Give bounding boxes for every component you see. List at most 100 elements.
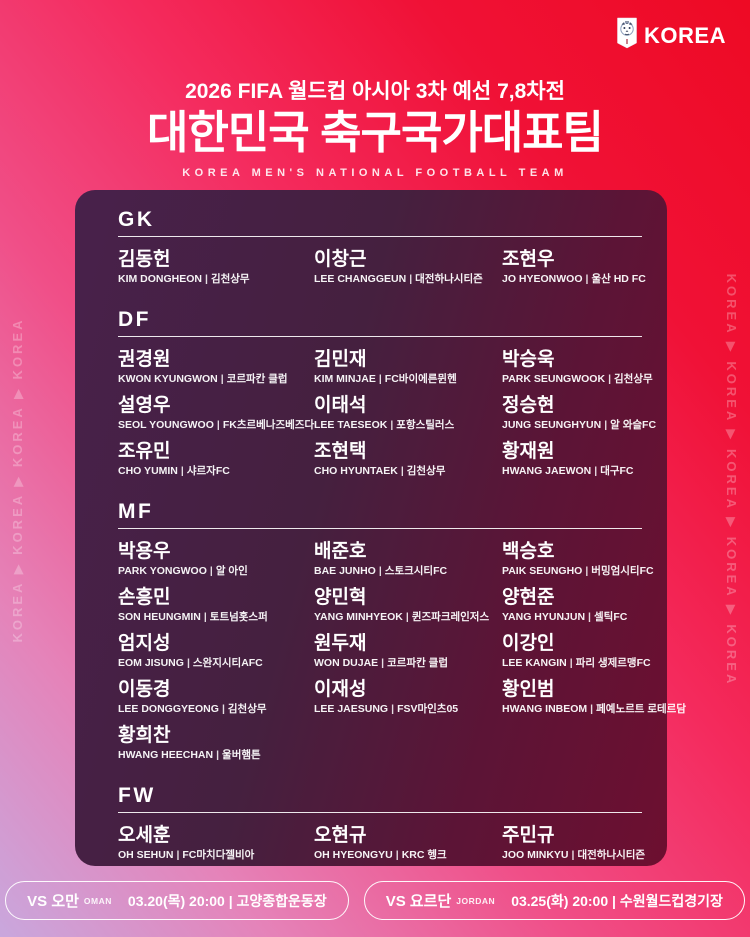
player-cell: 이강인 LEE KANGIN | 파리 생제르맹FC xyxy=(502,632,686,670)
player-name-en: YANG HYUNJUN xyxy=(502,611,586,623)
player-name-kr: 조현우 xyxy=(502,249,555,270)
player-club: 김천상무 xyxy=(614,373,653,385)
player-meta: HWANG INBEOM | 페예노르트 로테르담 xyxy=(502,702,686,716)
player-name-en: LEE KANGIN xyxy=(502,657,567,669)
player-club: 대전하나시티즌 xyxy=(415,273,483,285)
separator: | xyxy=(391,703,395,715)
player-name-en: LEE CHANGGEUN xyxy=(314,273,407,285)
match-opponent: VS 오만 xyxy=(27,893,79,910)
separator: | xyxy=(186,657,190,669)
player-club: FC마치다젤비아 xyxy=(182,849,255,861)
player-name-en: KIM MINJAE xyxy=(314,373,376,385)
player-cell: 조현택 CHO HYUNTAEK | 김천상무 xyxy=(314,440,502,478)
player-name-kr: 엄지성 xyxy=(118,633,171,654)
player-cell: 원두재 WON DUJAE | 코르파칸 클럽 xyxy=(314,632,502,670)
player-cell: 이창근 LEE CHANGGEUN | 대전하나시티즌 xyxy=(314,248,502,286)
separator: | xyxy=(390,419,394,431)
player-name-kr: 이동경 xyxy=(118,679,171,700)
player-name-kr: 권경원 xyxy=(118,349,171,370)
match-opponent-en: OMAN xyxy=(83,895,112,906)
player-name-kr: 설영우 xyxy=(118,395,171,416)
roster-card: GK 김동헌 KIM DONGHEON | 김천상무 이창근 LEE CHANGGEUN | 대… xyxy=(75,190,686,866)
player-name-kr: 김동헌 xyxy=(118,249,171,270)
player-meta: PARK SEUNGWOOK | 김천상무 xyxy=(502,372,656,386)
player-meta: CHO YUMIN | 샤르자FC xyxy=(118,464,314,478)
separator: | xyxy=(180,465,184,477)
player-meta: CHO HYUNTAEK | 김천상무 xyxy=(314,464,502,478)
player-name-en: YANG MINHYEOK xyxy=(314,611,403,623)
player-club: 파리 생제르맹FC xyxy=(575,657,651,669)
player-cell: 오현규 OH HYEONGYU | KRC 헹크 xyxy=(314,824,502,862)
player-club: 토트넘홋스퍼 xyxy=(209,611,268,623)
player-cell: 양현준 YANG HYUNJUN | 셀틱FC xyxy=(502,586,686,624)
player-cell: 배준호 BAE JUNHO | 스토크시티FC xyxy=(314,540,502,578)
match-opponent: VS 요르단 xyxy=(385,893,452,910)
player-name-en: JO HYEONWOO xyxy=(502,273,583,285)
player-cell: 황희찬 HWANG HEECHAN | 울버햄튼 xyxy=(118,724,314,762)
player-name-en: JUNG SEUNGHYUN xyxy=(502,419,602,431)
player-cell: 박승욱 PARK SEUNGWOOK | 김천상무 xyxy=(502,348,656,386)
player-meta: JUNG SEUNGHYUN | 알 와슬FC xyxy=(502,418,656,432)
separator: | xyxy=(378,565,382,577)
separator: | xyxy=(585,565,589,577)
player-name-en: LEE JAESUNG xyxy=(314,703,389,715)
player-club: 코르파칸 클럽 xyxy=(226,373,288,385)
player-name-kr: 배준호 xyxy=(314,541,367,562)
player-club: KRC 헹크 xyxy=(401,849,447,861)
player-grid: 권경원 KWON KYUNGWON | 코르파칸 클럽 김민재 KIM MINJAE | FC… xyxy=(118,348,656,478)
player-name-kr: 정승현 xyxy=(502,395,555,416)
player-club: 스완지시티AFC xyxy=(192,657,263,669)
player-meta: HWANG JAEWON | 대구FC xyxy=(502,464,656,478)
player-cell: 정승현 JUNG SEUNGHYUN | 알 와슬FC xyxy=(502,394,656,432)
page-title: 대한민국 축구국가대표팀 xyxy=(147,107,604,158)
player-name-en: CHO HYUNTAEK xyxy=(314,465,398,477)
poster-header: 2026 FIFA 월드컵 아시아 3차 예선 7,8차전 대한민국 축구국가대… xyxy=(0,78,750,179)
separator: | xyxy=(405,611,409,623)
player-cell: 조현우 JO HYEONWOO | 울산 HD FC xyxy=(502,248,646,286)
player-name-en: SON HEUNGMIN xyxy=(118,611,201,623)
player-name-en: HWANG INBEOM xyxy=(502,703,588,715)
player-name-kr: 이창근 xyxy=(314,249,367,270)
player-name-kr: 이재성 xyxy=(314,679,367,700)
player-cell: 손흥민 SON HEUNGMIN | 토트넘홋스퍼 xyxy=(118,586,314,624)
separator: | xyxy=(205,273,208,285)
player-cell: 이재성 LEE JAESUNG | FSV마인츠05 xyxy=(314,678,502,716)
separator: | xyxy=(569,657,573,669)
match-badge-oman: VS 오만 OMAN 03.20(목) 20:00 | 고양종합운동장 xyxy=(5,881,349,920)
player-club: 울버햄튼 xyxy=(222,749,261,761)
section-divider xyxy=(118,812,642,813)
player-club: 김천상무 xyxy=(210,273,250,285)
player-meta: KIM DONGHEON | 김천상무 xyxy=(118,272,314,286)
separator: | xyxy=(203,611,207,623)
player-meta: YANG HYUNJUN | 셀틱FC xyxy=(502,610,686,624)
player-grid: 오세훈 OH SEHUN | FC마치다젤비아 오현규 OH HYEONGYU | KRC 헹… xyxy=(118,824,645,862)
match-schedule: VS 오만 OMAN 03.20(목) 20:00 | 고양종합운동장 VS 요… xyxy=(0,881,750,920)
section-mf: MF 박용우 PARK YONGWOO | 알 아인 배준호 BAE JUNHO | 스토크시티… xyxy=(118,499,686,762)
player-meta: JO HYEONWOO | 울산 HD FC xyxy=(502,272,646,286)
player-club: 퀸즈파크레인저스 xyxy=(411,611,490,623)
player-name-kr: 양민혁 xyxy=(314,587,367,608)
player-name-en: LEE TAESEOK xyxy=(314,419,388,431)
player-club: 포항스틸러스 xyxy=(396,419,455,431)
player-cell: 백승호 PAIK SEUNGHO | 버밍엄시티FC xyxy=(502,540,686,578)
position-label: DF xyxy=(118,308,151,331)
player-name-kr: 이강인 xyxy=(502,633,555,654)
player-club: 김천상무 xyxy=(227,703,267,715)
title-english: KOREA MEN'S NATIONAL FOOTBALL TEAM xyxy=(182,167,568,179)
player-club: 버밍엄시티FC xyxy=(591,565,654,577)
player-cell: 박용우 PARK YONGWOO | 알 아인 xyxy=(118,540,314,578)
player-meta: JOO MINKYU | 대전하나시티즌 xyxy=(502,848,645,862)
match-info: 03.20(목) 20:00 | 고양종합운동장 xyxy=(127,892,327,909)
player-club: 대구FC xyxy=(600,465,634,477)
player-meta: KWON KYUNGWON | 코르파칸 클럽 xyxy=(118,372,314,386)
player-cell: 황재원 HWANG JAEWON | 대구FC xyxy=(502,440,656,478)
player-club: 스토크시티FC xyxy=(384,565,448,577)
position-label: GK xyxy=(118,208,155,231)
player-name-kr: 이태석 xyxy=(314,395,367,416)
player-meta: BAE JUNHO | 스토크시티FC xyxy=(314,564,502,578)
player-club: 셀틱FC xyxy=(594,611,628,623)
separator: | xyxy=(571,849,575,861)
player-name-en: EOM JISUNG xyxy=(118,657,184,669)
separator: | xyxy=(400,465,404,477)
player-club: 코르파칸 클럽 xyxy=(387,657,449,669)
